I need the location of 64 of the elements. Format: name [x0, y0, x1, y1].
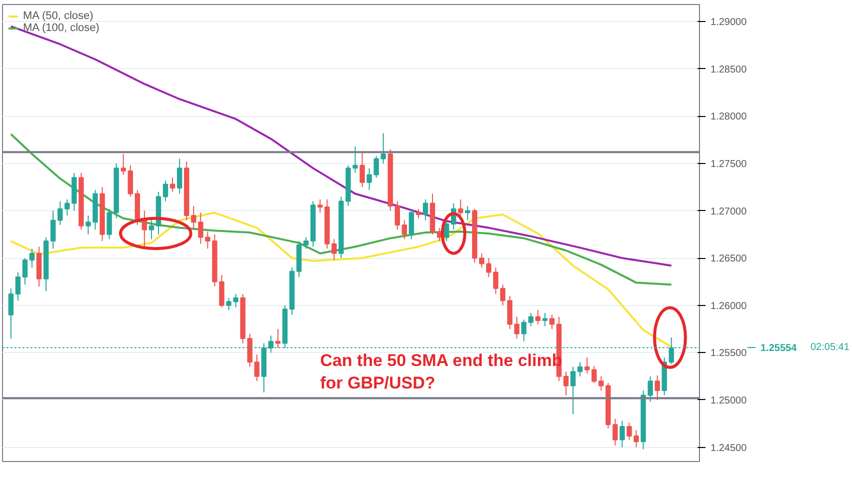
legend-label: MA (50, close) [23, 10, 94, 22]
candlestick [360, 152, 365, 188]
y-tick-label: 1.25000 [710, 396, 748, 406]
candlestick [528, 312, 534, 327]
candlestick [598, 376, 604, 392]
y-tick-label: 1.29000 [710, 17, 748, 28]
candlestick [402, 220, 408, 240]
candlestick [654, 374, 660, 400]
line-series [10, 133, 672, 286]
candlestick [148, 220, 154, 240]
candlestick [634, 430, 639, 448]
candlestick [542, 312, 548, 327]
candlestick [198, 212, 204, 244]
candlestick [170, 177, 176, 192]
candlestick [535, 310, 541, 325]
candlestick [570, 366, 576, 415]
y-tick-label: 1.26500 [710, 254, 748, 265]
candlestick [22, 258, 28, 286]
y-tick-label: 1.28500 [710, 64, 748, 76]
candlestick [444, 220, 450, 242]
candlestick [514, 316, 520, 339]
candlestick [584, 356, 590, 374]
ref-line-label: 1.25554 [760, 343, 798, 354]
candlestick [64, 198, 70, 216]
candlestick [626, 422, 632, 440]
candlestick [620, 420, 625, 448]
candlestick [458, 198, 464, 216]
candlestick [233, 294, 238, 308]
candlestick [416, 208, 422, 219]
candlestick [577, 362, 583, 377]
legend-label: MA (100, close) [23, 22, 100, 34]
candlestick [408, 208, 414, 240]
line-series [10, 25, 672, 267]
candlestick [29, 248, 35, 268]
candlestick [191, 206, 196, 230]
candlestick [162, 180, 168, 202]
candlestick [563, 371, 569, 396]
candlestick [8, 288, 14, 339]
candlestick [612, 418, 618, 446]
candlestick [332, 238, 337, 260]
candlestick [176, 158, 182, 194]
candlestick [317, 198, 323, 214]
candlestick [592, 365, 597, 384]
candlestick [549, 314, 555, 330]
y-tick-label: 1.25500 [710, 348, 748, 360]
y-tick-label: 1.28000 [710, 112, 748, 123]
text: 02:05:41 [810, 342, 850, 354]
candlestick [58, 200, 63, 226]
candlestick [226, 297, 232, 311]
candlestick [86, 214, 91, 235]
candlestick [50, 210, 56, 250]
candlestick [120, 153, 126, 176]
candlestick [15, 272, 21, 302]
candlestick [422, 198, 428, 221]
y-tick-label: 1.24500 [710, 442, 748, 454]
candlestick [128, 164, 133, 198]
candlestick [106, 208, 112, 240]
candlestick [394, 200, 400, 230]
y-tick-label: 1.26000 [710, 300, 748, 312]
candlestick [521, 319, 526, 342]
y-tick-label: 1.27000 [710, 206, 748, 218]
candlestick [205, 231, 210, 250]
candlestick [303, 236, 309, 250]
y-tick-label: 1.27500 [710, 158, 748, 170]
